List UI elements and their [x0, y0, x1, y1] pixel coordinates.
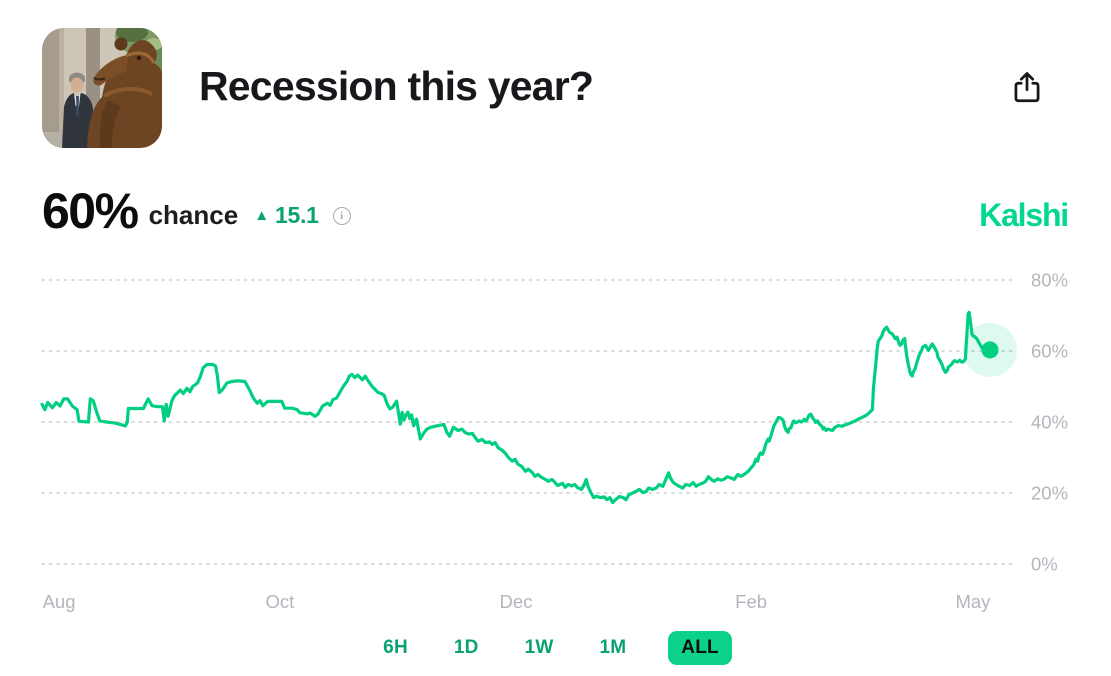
up-arrow-icon: ▲ — [254, 207, 270, 224]
y-tick-label: 20% — [1031, 483, 1068, 504]
share-icon — [1014, 72, 1040, 103]
timeframe-selector: 6H 1D 1W 1M ALL — [0, 631, 1111, 665]
x-tick-label: May — [955, 591, 991, 612]
timeframe-1m-button[interactable]: 1M — [595, 631, 630, 665]
kalshi-logo: Kalshi — [979, 197, 1069, 233]
y-tick-label: 0% — [1031, 554, 1058, 575]
probability-label: chance — [148, 199, 239, 230]
share-button[interactable] — [1006, 66, 1048, 108]
bear-statue-image — [42, 28, 162, 148]
x-tick-label: Aug — [43, 591, 76, 612]
timeframe-all-button[interactable]: ALL — [668, 631, 732, 665]
x-axis-labels: Aug Oct Dec Feb May — [43, 591, 992, 612]
probability-chart[interactable]: 0% 20% 40% 60% 80% Aug Oct Dec Feb May — [0, 252, 1111, 626]
grid-lines — [41, 279, 1013, 565]
info-icon[interactable]: i — [332, 207, 351, 225]
timeframe-6h-button[interactable]: 6H — [379, 631, 412, 665]
y-tick-label: 40% — [1031, 412, 1068, 433]
page-title: Recession this year? — [199, 63, 594, 109]
current-value-dot — [981, 341, 999, 359]
chart-line — [40, 310, 992, 505]
change-value: 15.1 — [275, 202, 319, 228]
probability-stats: 60% chance ▲ 15.1 i — [42, 186, 351, 236]
market-thumbnail — [42, 28, 162, 148]
timeframe-1w-button[interactable]: 1W — [521, 631, 558, 665]
x-tick-label: Feb — [735, 591, 767, 612]
y-tick-label: 80% — [1031, 270, 1068, 291]
probability-value: 60% — [42, 183, 139, 239]
x-tick-label: Dec — [500, 591, 533, 612]
timeframe-1d-button[interactable]: 1D — [450, 631, 483, 665]
y-axis-labels: 0% 20% 40% 60% 80% — [1031, 270, 1068, 575]
x-tick-label: Oct — [266, 591, 295, 612]
change-indicator: ▲ 15.1 — [254, 202, 319, 229]
y-tick-label: 60% — [1031, 341, 1068, 362]
